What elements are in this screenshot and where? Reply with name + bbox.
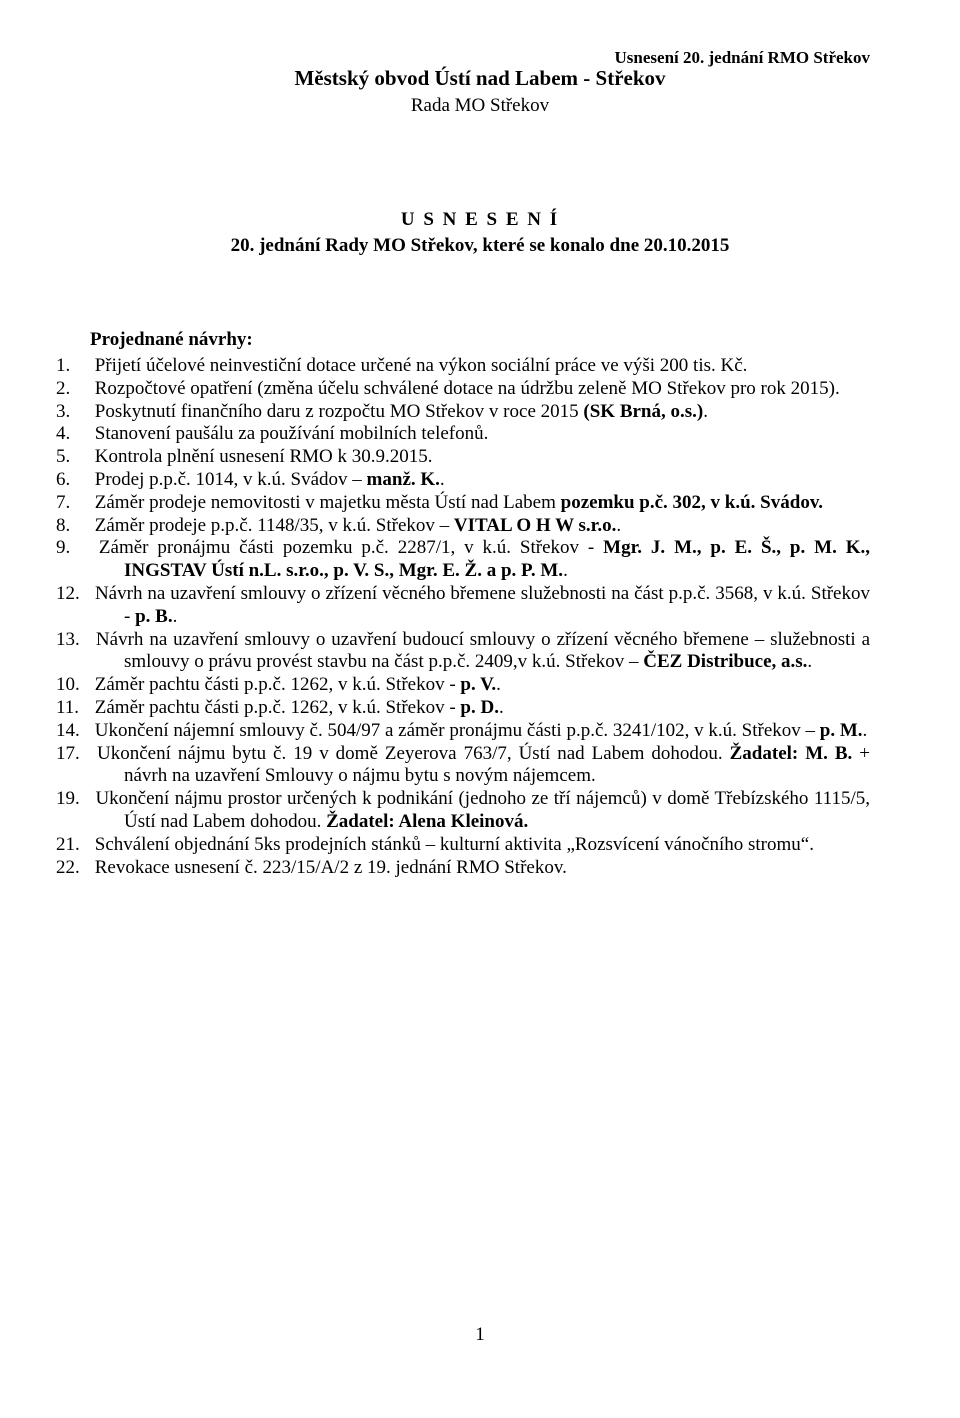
page-number: 1 (0, 1324, 960, 1346)
header-center: Městský obvod Ústí nad Labem - Střekov R… (90, 66, 870, 117)
list-item: 14. Ukončení nájemní smlouvy č. 504/97 a… (90, 720, 870, 743)
header-line1: Městský obvod Ústí nad Labem - Střekov (90, 66, 870, 91)
title-main: U S N E S E N Í (90, 209, 870, 231)
header-top-right: Usnesení 20. jednání RMO Střekov (90, 48, 870, 68)
list-item: 9. Záměr pronájmu části pozemku p.č. 228… (90, 537, 870, 583)
title-block: U S N E S E N Í 20. jednání Rady MO Stře… (90, 209, 870, 257)
list-item: 7. Záměr prodeje nemovitosti v majetku m… (90, 492, 870, 515)
list-item: 4. Stanovení paušálu za používání mobiln… (90, 423, 870, 446)
title-sub: 20. jednání Rady MO Střekov, které se ko… (90, 235, 870, 257)
header-line2: Rada MO Střekov (90, 95, 870, 117)
list-item: 13. Návrh na uzavření smlouvy o uzavření… (90, 629, 870, 675)
list-item: 1. Přijetí účelové neinvestiční dotace u… (90, 355, 870, 378)
list-item: 21. Schválení objednání 5ks prodejních s… (90, 834, 870, 857)
list-item: 11. Záměr pachtu části p.p.č. 1262, v k.… (90, 697, 870, 720)
list-item: 10. Záměr pachtu části p.p.č. 1262, v k.… (90, 674, 870, 697)
list-item: 2. Rozpočtové opatření (změna účelu schv… (90, 378, 870, 401)
list-item: 17. Ukončení nájmu bytu č. 19 v domě Zey… (90, 743, 870, 789)
section-heading: Projednané návrhy: (90, 329, 870, 351)
list-item: 3. Poskytnutí finančního daru z rozpočtu… (90, 401, 870, 424)
list-item: 5. Kontrola plnění usnesení RMO k 30.9.2… (90, 446, 870, 469)
list-item: 22. Revokace usnesení č. 223/15/A/2 z 19… (90, 857, 870, 880)
list-item: 8. Záměr prodeje p.p.č. 1148/35, v k.ú. … (90, 515, 870, 538)
list-item: 6. Prodej p.p.č. 1014, v k.ú. Svádov – m… (90, 469, 870, 492)
list-item: 19. Ukončení nájmu prostor určených k po… (90, 788, 870, 834)
page: Usnesení 20. jednání RMO Střekov Městský… (0, 0, 960, 1418)
items-list: 1. Přijetí účelové neinvestiční dotace u… (90, 355, 870, 879)
list-item: 12. Návrh na uzavření smlouvy o zřízení … (90, 583, 870, 629)
